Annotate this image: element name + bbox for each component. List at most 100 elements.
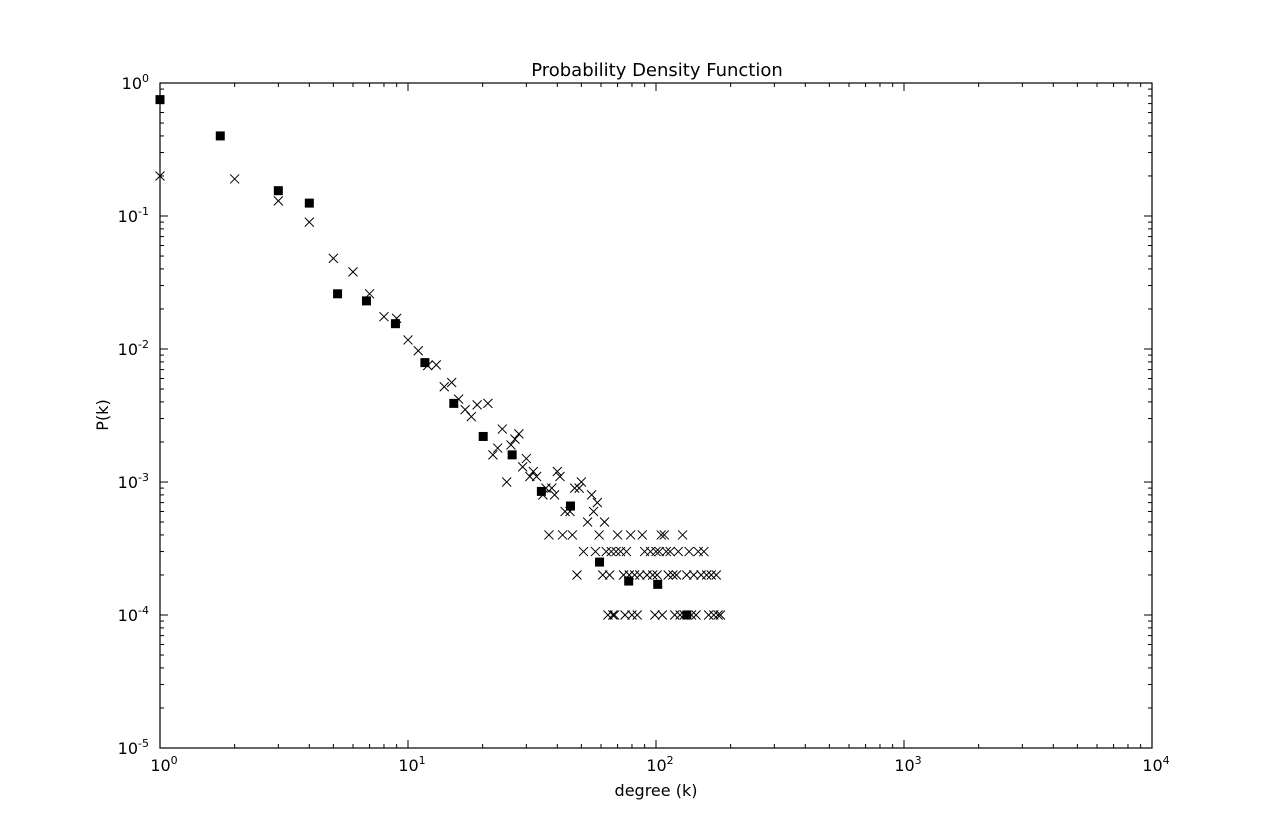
x-marker-point — [483, 398, 493, 409]
square-marker-point — [507, 450, 517, 460]
x-marker-point — [651, 546, 661, 557]
x-marker-point — [546, 483, 557, 493]
x-marker-point — [578, 546, 589, 557]
x-marker-point — [557, 530, 568, 540]
square-marker-point — [565, 501, 575, 511]
x-marker-point — [668, 570, 678, 580]
x-marker-point — [659, 530, 670, 540]
square-marker-point — [653, 579, 663, 589]
x-marker-point — [661, 546, 672, 557]
x-marker-point — [634, 570, 645, 580]
x-marker-point — [673, 546, 684, 557]
y-tick-label: 10-2 — [118, 338, 149, 359]
x-axis-label: degree (k) — [615, 781, 698, 800]
x-tick-label: 103 — [894, 754, 921, 775]
x-marker-point — [497, 424, 508, 434]
x-marker-point — [531, 471, 542, 482]
y-tick-label: 10-1 — [118, 205, 149, 226]
x-marker-point — [684, 546, 694, 557]
x-marker-point — [521, 453, 532, 464]
x-marker-point — [688, 570, 699, 580]
x-marker-point — [696, 570, 706, 580]
x-marker-point — [606, 546, 617, 557]
x-marker-point — [506, 440, 516, 450]
x-marker-point — [492, 443, 503, 453]
square-marker-point — [478, 431, 488, 441]
x-marker-point — [439, 381, 450, 392]
x-marker-point — [597, 570, 608, 580]
x-marker-point — [588, 506, 599, 517]
x-marker-point — [645, 546, 656, 557]
x-marker-point — [304, 217, 315, 227]
x-marker-point — [403, 335, 413, 345]
y-tick-label: 100 — [122, 72, 149, 93]
square-marker-point — [536, 486, 546, 496]
x-marker-point — [599, 517, 610, 527]
x-tick-label: 101 — [398, 754, 425, 775]
x-marker-point — [715, 610, 726, 620]
x-marker-point — [431, 359, 442, 370]
y-axis-label: P(k) — [93, 399, 112, 430]
x-marker-point — [632, 610, 643, 620]
x-marker-point — [413, 345, 424, 356]
x-marker-point — [460, 404, 471, 415]
x-marker-point — [671, 570, 682, 580]
x-marker-point — [466, 411, 477, 422]
x-marker-point — [517, 461, 528, 472]
chart-title: Probability Density Function — [531, 60, 783, 81]
x-marker-point — [528, 466, 539, 477]
y-tick-label: 10-3 — [118, 471, 149, 492]
x-marker-point — [572, 570, 582, 580]
x-marker-point — [611, 546, 621, 557]
x-marker-point — [612, 530, 623, 540]
x-marker-point — [711, 570, 722, 580]
x-marker-point — [681, 570, 692, 580]
x-marker-point — [594, 530, 605, 540]
series-group — [155, 95, 726, 620]
x-marker-point — [514, 429, 524, 439]
x-marker-point — [379, 311, 389, 322]
x-marker-point — [609, 610, 620, 620]
square-marker-point — [361, 296, 371, 306]
x-marker-point — [650, 610, 660, 620]
square-marker-point — [215, 131, 225, 141]
x-marker-point — [656, 530, 667, 540]
x-marker-point — [699, 546, 709, 557]
x-marker-point — [229, 174, 240, 184]
x-tick-label: 104 — [1142, 754, 1169, 775]
x-tick-label: 100 — [150, 754, 177, 775]
x-marker-point — [669, 610, 680, 620]
square-marker-point — [420, 358, 430, 368]
axes-frame — [159, 82, 1153, 749]
square-marker-point — [449, 398, 459, 408]
x-marker-point — [328, 253, 339, 264]
y-tick-label: 10-5 — [118, 737, 149, 758]
x-marker-point — [713, 610, 723, 620]
x-marker-point — [525, 471, 535, 482]
x-marker-point — [567, 530, 578, 540]
x-marker-point — [501, 477, 512, 487]
x-marker-point — [620, 610, 630, 620]
x-tick-label: 102 — [646, 754, 673, 775]
square-marker-point — [624, 576, 634, 586]
x-marker-point — [592, 497, 603, 508]
x-marker-point — [586, 490, 597, 500]
x-marker-point — [549, 490, 560, 500]
y-tick-label: 10-4 — [118, 604, 149, 625]
x-marker-point — [601, 546, 612, 557]
tick-labels: 100 101 102 103 104 10-5 10-4 10-3 10-2 10-1 100 — [118, 72, 1170, 775]
x-marker-point — [652, 570, 662, 580]
x-marker-point — [706, 570, 717, 580]
x-marker-point — [582, 517, 593, 527]
square-marker-point — [595, 557, 605, 567]
x-marker-point — [472, 400, 482, 410]
plot-area — [155, 95, 726, 620]
x-marker-point — [703, 610, 714, 620]
x-marker-point — [604, 570, 615, 580]
x-marker-point — [691, 610, 701, 620]
x-marker-point — [574, 483, 585, 493]
x-marker-point — [677, 530, 688, 540]
x-marker-point — [446, 377, 457, 388]
x-marker-point — [647, 570, 658, 580]
